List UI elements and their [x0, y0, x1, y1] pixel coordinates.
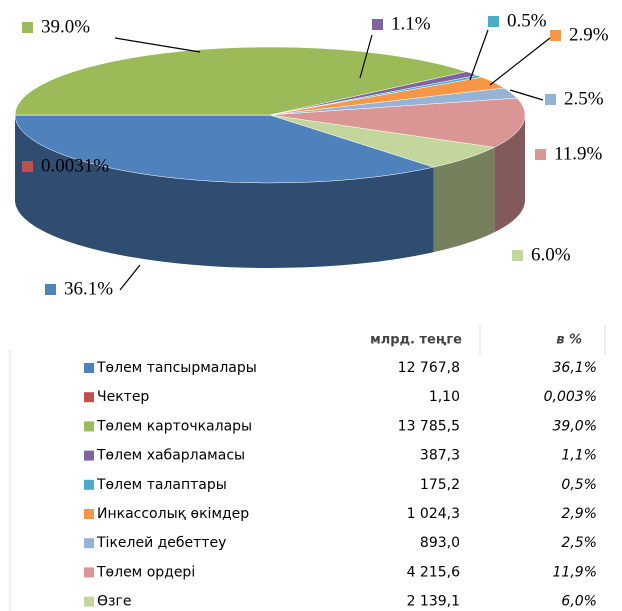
label-swatch: [550, 30, 561, 41]
table-cell: 893,0: [420, 535, 460, 551]
data-label: 36.1%: [64, 278, 113, 299]
table-cell: 1 024,3: [407, 506, 460, 522]
legend-swatch: [84, 363, 94, 373]
legend-swatch: [84, 596, 94, 607]
leader-line: [509, 89, 544, 101]
legend-label: Төлем тапсырмалары: [96, 360, 257, 376]
label-swatch: [545, 94, 556, 105]
legend-swatch: [84, 509, 94, 519]
label-swatch: [22, 161, 33, 172]
table-cell: 175,2: [420, 477, 460, 493]
table-cell: 2,9%: [561, 506, 597, 522]
data-label: 0.0031%: [41, 155, 109, 176]
legend-label: Инкассолық өкімдер: [97, 506, 249, 522]
legend-label: Тікелей дебеттеу: [96, 535, 226, 551]
label-swatch: [512, 250, 523, 261]
table-cell: 0,5%: [561, 477, 597, 493]
label-swatch: [22, 22, 33, 33]
legend-label: Чектер: [97, 389, 149, 405]
slice: [269, 114, 496, 168]
table-cell: 4 215,6: [407, 564, 461, 580]
slice-side: [15, 115, 434, 268]
legend-label: Өзге: [97, 594, 131, 610]
table-cell: 0,003%: [544, 389, 597, 405]
table-cell: 36,1%: [553, 360, 597, 376]
legend-swatch: [84, 567, 94, 578]
table-cell: 387,3: [420, 448, 460, 464]
slice: [14, 114, 435, 184]
table-cell: 13 785,5: [398, 418, 460, 434]
table-cell: 1,10: [429, 389, 460, 405]
column-header: в %: [556, 333, 582, 348]
table-cell: 11,9%: [553, 564, 597, 580]
label-swatch: [488, 16, 499, 27]
data-label: 2.5%: [564, 88, 604, 109]
legend-label: Төлем карточкалары: [96, 418, 252, 434]
table-cell: 12 767,8: [398, 360, 460, 376]
data-label: 2.9%: [569, 24, 609, 45]
leader-line: [119, 264, 141, 291]
leader-line: [469, 29, 489, 81]
leader-line: [359, 34, 373, 79]
slice: [14, 46, 468, 116]
label-swatch: [372, 19, 383, 30]
table-cell: 2,5%: [561, 535, 597, 551]
data-label: 39.0%: [41, 16, 90, 37]
legend-swatch: [84, 479, 94, 490]
slice-side: [433, 147, 495, 253]
data-label: 11.9%: [554, 143, 603, 164]
data-label: 6.0%: [531, 244, 571, 265]
table-cell: 6,0%: [561, 594, 597, 610]
data-label: 1.1%: [391, 13, 431, 34]
legend-label: Төлем талаптары: [96, 477, 227, 493]
label-swatch: [535, 149, 546, 160]
legend-label: Төлем хабарламасы: [96, 448, 245, 464]
table-cell: 39,0%: [553, 418, 597, 434]
leader-line: [489, 37, 551, 86]
column-header: млрд. теңге: [370, 333, 462, 348]
legend-swatch: [84, 392, 94, 403]
legend-label: Төлем ордері: [96, 564, 195, 580]
table-cell: 2 139,1: [407, 594, 460, 610]
table-cell: 1,1%: [561, 448, 597, 464]
label-swatch: [45, 284, 56, 295]
legend-swatch: [84, 421, 94, 432]
slice-side: [494, 115, 525, 233]
legend-swatch: [84, 538, 94, 549]
leader-line: [114, 37, 201, 53]
legend-swatch: [84, 450, 94, 461]
slice: [269, 97, 526, 148]
data-label: 0.5%: [507, 10, 547, 31]
